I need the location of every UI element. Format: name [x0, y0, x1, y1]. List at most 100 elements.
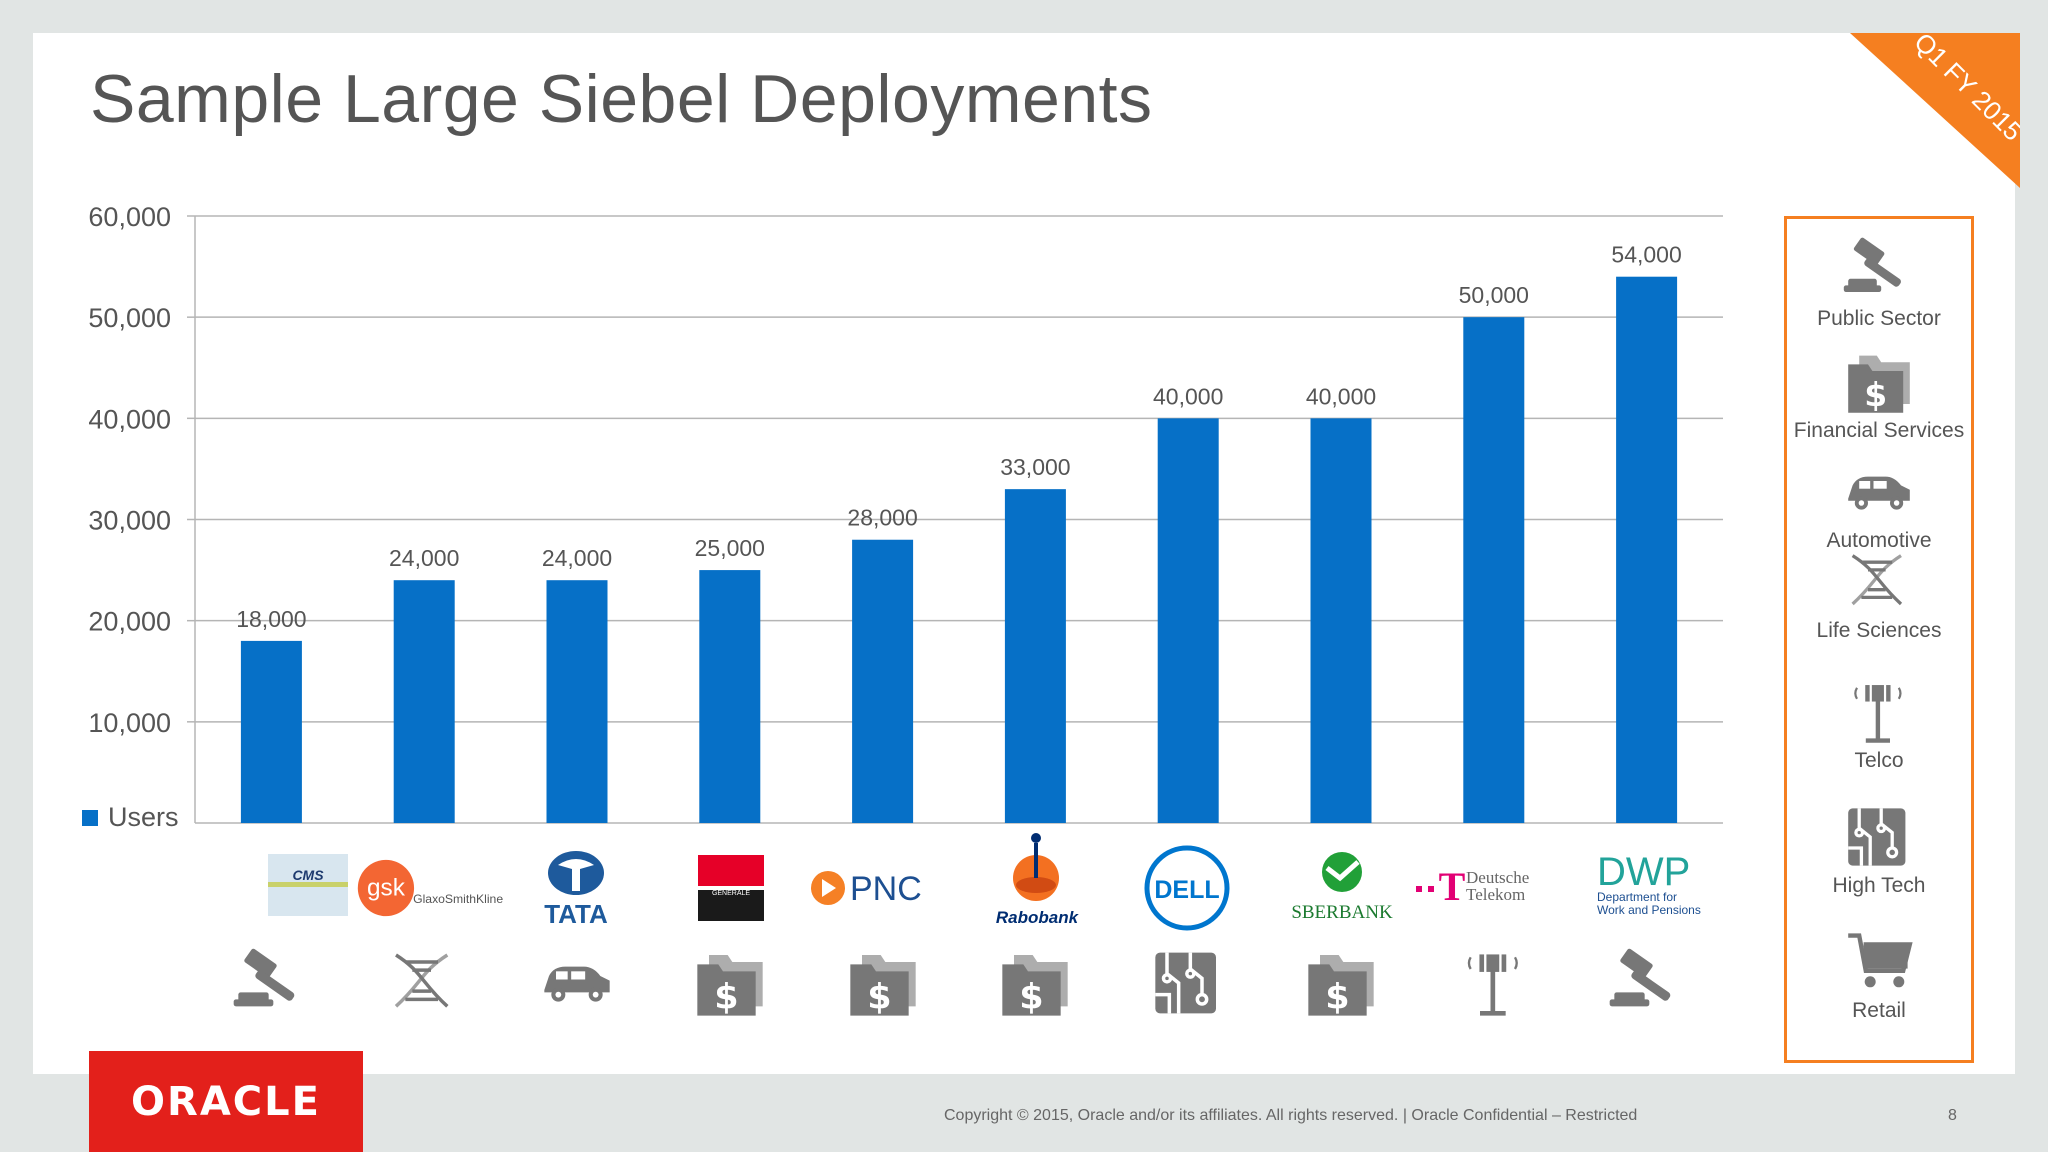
- data-label: 33,000: [1000, 454, 1070, 480]
- logo-deutsche-telekom: T Deutsche Telekom: [1398, 843, 1548, 933]
- logo-tata: TATA: [501, 840, 651, 930]
- data-label: 40,000: [1306, 383, 1376, 409]
- data-label: 24,000: [389, 545, 459, 571]
- bar: [1463, 317, 1525, 823]
- gavel-icon: [1607, 948, 1697, 1018]
- svg-text:PNC: PNC: [850, 870, 922, 908]
- svg-text:Telekom: Telekom: [1466, 885, 1525, 904]
- y-axis-labels: 10,000 20,000 30,000 40,000 50,000 60,000: [88, 202, 171, 738]
- svg-text:CMS: CMS: [292, 867, 324, 883]
- data-labels: 18,000 24,000 24,000 25,000 28,000 33,000 40,0…: [236, 242, 1682, 632]
- y-tick-label: 40,000: [88, 404, 171, 434]
- bar: [393, 580, 455, 823]
- y-tick-label: 50,000: [88, 303, 171, 333]
- logo-dell: DELL: [1112, 843, 1262, 933]
- antenna-icon: [1787, 679, 1971, 745]
- data-label: 24,000: [542, 545, 612, 571]
- y-tick-label: 20,000: [88, 607, 171, 637]
- industry-item: Automotive: [1787, 459, 1971, 553]
- y-tick-label: 60,000: [88, 202, 171, 232]
- dna-icon: [1787, 549, 1971, 615]
- bar: [1616, 276, 1678, 823]
- industry-label: Retail: [1852, 999, 1906, 1022]
- footer-copyright: Copyright © 2015, Oracle and/or its affi…: [944, 1107, 1638, 1124]
- svg-text:GENERALE: GENERALE: [712, 890, 750, 897]
- y-tick-label: 30,000: [88, 506, 171, 536]
- data-label: 40,000: [1153, 383, 1223, 409]
- svg-text:$: $: [867, 978, 891, 1018]
- logo-pnc: PNC: [801, 843, 951, 933]
- cart-icon: [1787, 929, 1971, 995]
- industry-label: Life Sciences: [1816, 619, 1942, 642]
- industry-item: Retail: [1787, 929, 1971, 1023]
- svg-text:$: $: [1864, 375, 1887, 414]
- svg-text:Rabobank: Rabobank: [996, 908, 1080, 927]
- data-label: 28,000: [847, 505, 917, 531]
- bar: [699, 570, 761, 823]
- industry-item: High Tech: [1787, 804, 1971, 898]
- bar: [1157, 418, 1219, 823]
- dollar-folder-icon: $: [1301, 948, 1391, 1018]
- data-label: 25,000: [695, 535, 765, 561]
- industry-label: High Tech: [1832, 874, 1926, 897]
- svg-text:Work and Pensions: Work and Pensions: [1597, 903, 1701, 917]
- bar: [1004, 489, 1066, 823]
- industry-label: Telco: [1854, 749, 1904, 772]
- svg-text:DELL: DELL: [1154, 876, 1219, 904]
- dollar-folder-icon: $: [843, 948, 933, 1018]
- page-number: 8: [1948, 1107, 1957, 1124]
- data-label: 54,000: [1611, 242, 1681, 268]
- industry-label: Financial Services: [1793, 419, 1965, 442]
- y-tick-label: 10,000: [88, 708, 171, 738]
- industry-label: Public Sector: [1817, 307, 1941, 330]
- industry-item: Telco: [1787, 679, 1971, 773]
- legend-label: Users: [108, 802, 179, 832]
- logo-cms: CMS: [233, 840, 383, 930]
- antenna-icon: [1454, 948, 1544, 1018]
- logo-societe-generale: GENERALE: [656, 843, 806, 933]
- svg-text:Deutsche: Deutsche: [1466, 868, 1529, 887]
- chart-bars: [240, 276, 1678, 823]
- svg-text:Department for: Department for: [1597, 890, 1677, 904]
- dna-icon: [384, 948, 474, 1018]
- dollar-folder-icon: $: [690, 948, 780, 1018]
- chart-legend: Users: [82, 802, 179, 833]
- industry-label: Automotive: [1826, 529, 1932, 552]
- logo-gsk: gsk GlaxoSmithKline: [355, 843, 505, 933]
- industry-legend-panel: Public Sector $ Financial Services Automoti…: [1784, 216, 1974, 1063]
- bar: [1310, 418, 1372, 823]
- svg-text:gsk: gsk: [367, 875, 406, 902]
- bar: [546, 580, 608, 823]
- dollar-folder-icon: $: [995, 948, 1085, 1018]
- oracle-logo: ORACLE: [89, 1051, 363, 1152]
- circuit-icon: [1148, 948, 1238, 1018]
- svg-text:SBERBANK: SBERBANK: [1291, 902, 1393, 923]
- svg-text:TATA: TATA: [544, 899, 608, 928]
- data-label: 18,000: [236, 606, 306, 632]
- legend-swatch: [82, 809, 98, 826]
- industry-item: $ Financial Services: [1787, 349, 1971, 443]
- car-icon: [537, 948, 627, 1018]
- car-icon: [1787, 459, 1971, 525]
- logo-rabobank: Rabobank: [962, 833, 1112, 927]
- svg-text:$: $: [1020, 978, 1044, 1018]
- svg-text:T: T: [1439, 864, 1466, 909]
- svg-text:DWP: DWP: [1597, 850, 1690, 894]
- industry-item: Public Sector: [1787, 237, 1971, 331]
- gavel-icon: [231, 948, 321, 1018]
- bar: [240, 640, 302, 823]
- industry-item: Life Sciences: [1787, 549, 1971, 643]
- svg-text:GlaxoSmithKline: GlaxoSmithKline: [413, 892, 503, 906]
- svg-text:$: $: [714, 978, 738, 1018]
- logo-dwp: DWP Department for Work and Pensions: [1573, 840, 1723, 930]
- bar: [852, 539, 914, 823]
- dollar-folder-icon: $: [1787, 349, 1971, 415]
- logo-sberbank: SBERBANK: [1267, 843, 1417, 933]
- gavel-icon: [1787, 237, 1971, 303]
- svg-text:$: $: [1325, 978, 1349, 1018]
- page-title: Sample Large Siebel Deployments: [90, 61, 1153, 137]
- data-label: 50,000: [1459, 282, 1529, 308]
- fiscal-quarter-badge: Q1 FY 2015: [1850, 33, 2020, 188]
- circuit-icon: [1787, 804, 1971, 870]
